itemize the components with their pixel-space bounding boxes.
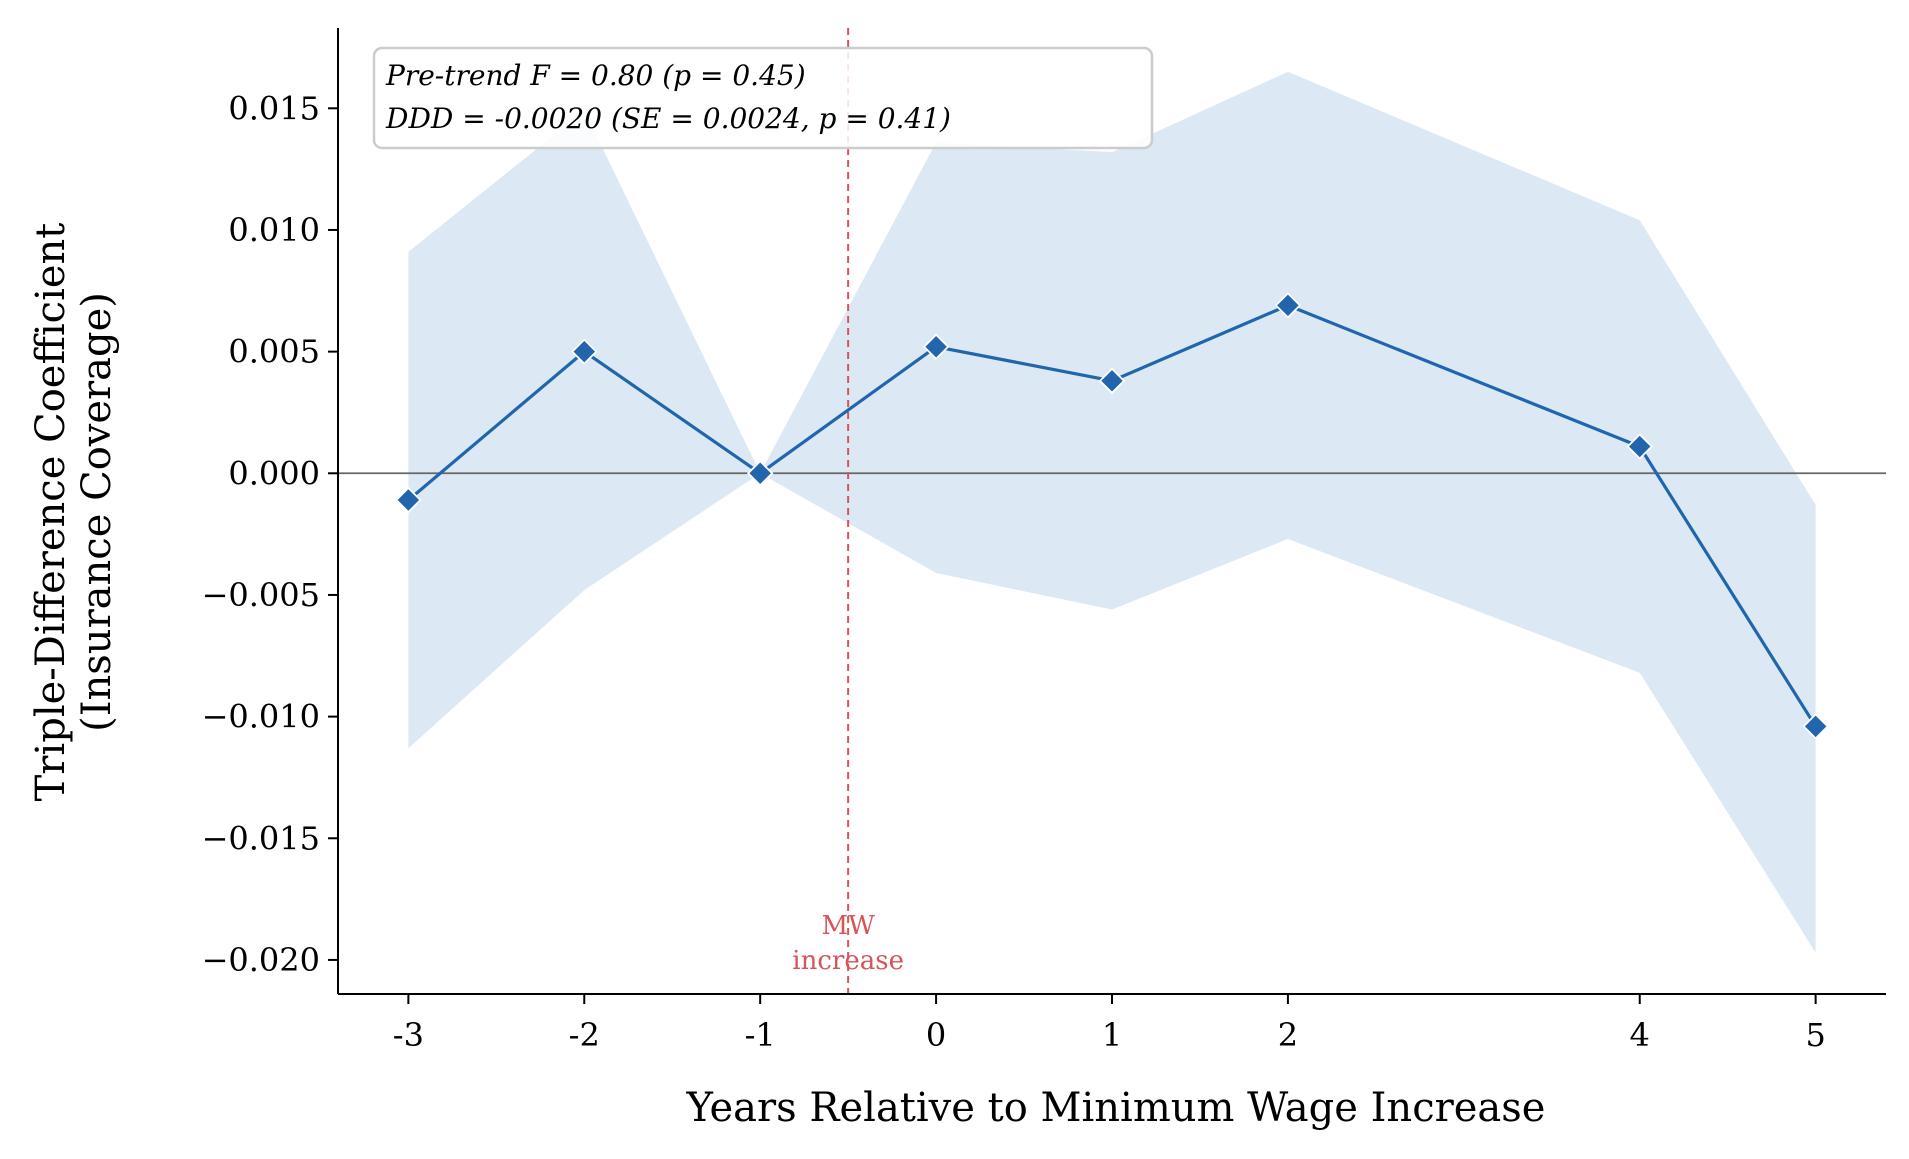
x-tick-label: -3 [393,1016,424,1054]
data-point-marker [570,338,598,365]
x-tick-label: 2 [1278,1016,1298,1054]
series-layer [395,292,1829,740]
y-tick-label: −0.010 [202,698,320,736]
y-tick-label: 0.015 [228,89,320,127]
data-point-marker [746,460,774,487]
x-tick-label: 5 [1805,1016,1825,1054]
x-tick-label: 0 [926,1016,946,1054]
data-point-marker [1802,713,1829,740]
y-axis-title: Triple-Difference Coefficient (Insurance… [28,223,120,802]
event-line-label-line-2: increase [792,946,904,976]
y-tick-label: 0.005 [228,333,320,371]
y-tick-label: −0.015 [202,819,320,857]
x-tick-label: 4 [1630,1016,1650,1054]
y-tick-label: 0.000 [228,454,320,492]
x-axis-title: Years Relative to Minimum Wage Increase [686,1085,1546,1131]
reference-lines-layer: MW increase [338,28,1886,994]
x-tick-label: -1 [745,1016,776,1054]
y-tick-label: −0.005 [202,576,320,614]
y-axis-title-line-2: (Insurance Coverage) [74,292,120,732]
data-point-marker [1274,292,1302,319]
x-tick-label: 1 [1102,1016,1122,1054]
data-point-marker [1098,367,1126,395]
annotation-layer: Pre-trend F = 0.80 (p = 0.45) DDD = -0.0… [372,46,1154,150]
data-point-marker [1626,433,1654,460]
y-tick-label: −0.020 [202,941,320,979]
x-tick-label: -2 [569,1016,600,1054]
series-line [407,303,1817,728]
annotation-pretrend-text: Pre-trend F = 0.80 (p = 0.45) [385,59,806,92]
data-point-marker [922,333,950,361]
y-tick-label: 0.010 [228,211,320,249]
annotation-ddd-text: DDD = -0.0020 (SE = 0.0024, p = 0.41) [385,102,951,135]
event-line-label-line-1: MW [821,911,875,941]
confidence-band-layer [408,71,1816,953]
y-axis-title-line-1: Triple-Difference Coefficient [28,223,74,802]
data-point-marker [395,486,422,514]
axes-layer: −0.020 −0.015 −0.010 −0.005 0.000 0.005 0.010 0… [202,28,1886,1054]
confidence-band [408,71,1816,953]
annotation-box [372,46,1154,150]
